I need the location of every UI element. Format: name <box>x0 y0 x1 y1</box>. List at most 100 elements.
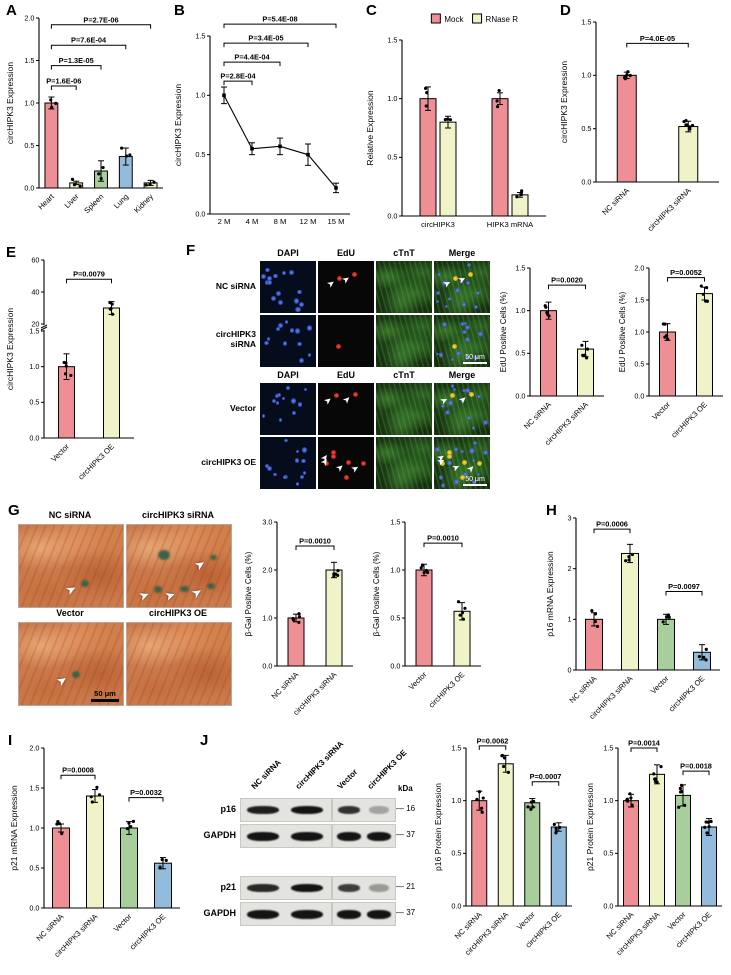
edu-positive-dot <box>468 271 474 277</box>
svg-text:20: 20 <box>31 319 39 328</box>
kda-marker: — 37 <box>396 830 416 839</box>
nucleus-dot <box>438 351 444 358</box>
svg-text:8 M: 8 M <box>274 217 287 226</box>
nucleus-dot <box>282 475 286 480</box>
svg-text:P=1.6E-06: P=1.6E-06 <box>46 77 81 86</box>
panel-d-letter: D <box>560 2 571 19</box>
svg-text:P=0.0079: P=0.0079 <box>73 270 105 279</box>
nucleus-dot <box>277 300 284 306</box>
blot-lane-label: Vector <box>335 767 360 791</box>
protein-band <box>291 805 323 814</box>
nucleus-dot <box>282 396 286 401</box>
senescent-cell-spot <box>80 580 90 588</box>
edu-positive-dot <box>361 461 367 467</box>
beta-gal-image: ➤ 50 μm <box>18 622 124 706</box>
edu-positive-dot <box>331 454 337 460</box>
nucleus-dot <box>307 325 312 331</box>
nucleus-dot <box>459 279 464 284</box>
edu-positive-dot <box>324 461 330 467</box>
age-expression-chart: 0.0 0.5 1.0 1.5 circHIPK3 Expression 2 M 4 M 8 … <box>173 15 350 226</box>
svg-text:EdU Positive Cells (%): EdU Positive Cells (%) <box>618 291 627 372</box>
panel-f: F DAPI EdU cTnT Merge DAPI EdU cTnT Merge NC siR… <box>152 240 731 502</box>
svg-text:NC siRNA: NC siRNA <box>568 673 599 704</box>
pointer-arrow-icon: ➤ <box>350 463 361 475</box>
svg-text:3.0: 3.0 <box>262 517 272 526</box>
nucleus-dot <box>277 393 281 397</box>
pointer-arrow-icon: ➤ <box>457 394 469 406</box>
bgal-overexpression-chart: 0.0 0.5 1.0 1.5 β-Gal Positive Cells (%) Vect… <box>368 504 488 731</box>
svg-text:β-Gal Positive Cells (%): β-Gal Positive Cells (%) <box>372 551 381 636</box>
nucleus-dot <box>459 449 464 454</box>
nucleus-dot <box>437 272 441 276</box>
nucleus-dot <box>299 474 304 479</box>
svg-text:P=4.0E-05: P=4.0E-05 <box>640 34 675 43</box>
svg-text:4 M: 4 M <box>246 217 259 226</box>
kda-header: kDa <box>398 784 413 793</box>
nucleus-dot <box>281 270 286 276</box>
knockdown-chart: 0.0 0.5 1.0 1.5 circHIPK3 Expression NC siRNA… <box>559 17 719 233</box>
nucleus-dot <box>445 304 449 309</box>
nucleus-dot <box>465 281 471 285</box>
beta-gal-image: ➤ ➤ ➤ ➤ <box>126 524 232 608</box>
pointer-arrow-icon: ➤ <box>64 583 79 598</box>
nucleus-dot <box>450 357 455 361</box>
svg-text:0.0: 0.0 <box>29 433 39 442</box>
pointer-arrow-icon: ➤ <box>450 462 461 473</box>
svg-text:circHIPK3 OE: circHIPK3 OE <box>427 670 466 709</box>
nucleus-dot <box>294 458 300 463</box>
svg-text:0: 0 <box>567 665 571 674</box>
svg-text:60: 60 <box>31 255 39 264</box>
nucleus-dot <box>471 459 476 463</box>
svg-text:RNase R: RNase R <box>486 15 519 24</box>
svg-text:0.5: 0.5 <box>515 349 525 358</box>
protein-band <box>291 831 323 841</box>
bgal-image-label: circHIPK3 siRNA <box>141 510 215 520</box>
nucleus-dot <box>447 459 453 466</box>
svg-text:0.5: 0.5 <box>29 398 39 407</box>
beta-gal-image: ➤ <box>18 524 124 608</box>
fluor-column-header: DAPI <box>277 370 299 380</box>
nucleus-dot <box>459 321 466 327</box>
svg-text:1.0: 1.0 <box>451 796 461 805</box>
edu-positive-dot <box>459 475 465 481</box>
fluor-column-header: Merge <box>448 248 476 258</box>
fluor-image-dapi <box>260 383 316 435</box>
panel-b: B 0.0 0.5 1.0 1.5 circHIPK3 Expression 2 M 4 M… <box>170 2 360 238</box>
svg-text:Heart: Heart <box>36 191 56 211</box>
nucleus-dot <box>477 394 481 399</box>
svg-text:Kidney: Kidney <box>132 192 155 215</box>
edu-oe-chart: 0.0 0.5 1.0 1.5 2.0 EdU Positive Cells (%) Vec… <box>618 263 723 440</box>
svg-text:1.0: 1.0 <box>634 327 644 336</box>
p21-mrna-chart: 0.0 0.5 1.0 1.5 2.0 p21 mRNA Expression NC siR… <box>9 743 180 959</box>
nucleus-dot <box>473 305 478 309</box>
nucleus-dot <box>467 263 472 268</box>
svg-text:0.5: 0.5 <box>451 849 461 858</box>
nucleus-dot <box>482 449 488 456</box>
svg-text:Vector: Vector <box>649 674 671 696</box>
bgal-kd-chart: 0.0 1.0 2.0 3.0 β-Gal Positive Cells (%) NC s… <box>244 517 353 717</box>
pointer-arrow-icon: ➤ <box>334 462 345 474</box>
blot-row-label: p16 <box>220 804 236 814</box>
nucleus-dot <box>261 273 266 279</box>
nucleus-dot <box>445 409 451 415</box>
nucleus-dot <box>473 440 478 446</box>
nucleus-dot <box>302 471 307 476</box>
protein-band <box>369 883 389 892</box>
nucleus-dot <box>460 397 466 403</box>
blot-row-label: GAPDH <box>203 830 236 840</box>
beta-gal-image-grid: NC siRNA circHIPK3 siRNA Vector circHIPK3 O… <box>2 500 238 730</box>
panel-g: G NC siRNA circHIPK3 siRNA Vector circHIPK3… <box>2 500 538 730</box>
protein-band <box>247 831 279 841</box>
svg-text:2: 2 <box>567 564 571 573</box>
fluor-column-header: DAPI <box>277 248 299 258</box>
nucleus-dot <box>297 401 303 407</box>
svg-text:12 M: 12 M <box>300 217 317 226</box>
nucleus-dot <box>475 291 480 295</box>
blot-strip <box>240 798 332 822</box>
svg-text:Vector: Vector <box>49 442 71 464</box>
scale-bar: 50 μm <box>463 354 487 364</box>
panel-i-letter: I <box>8 732 13 749</box>
panel-e: E 0.0 0.5 1.0 1.5 20 40 60 circHIPK3 Expression… <box>2 244 152 496</box>
pointer-arrow-icon: ➤ <box>465 463 477 475</box>
